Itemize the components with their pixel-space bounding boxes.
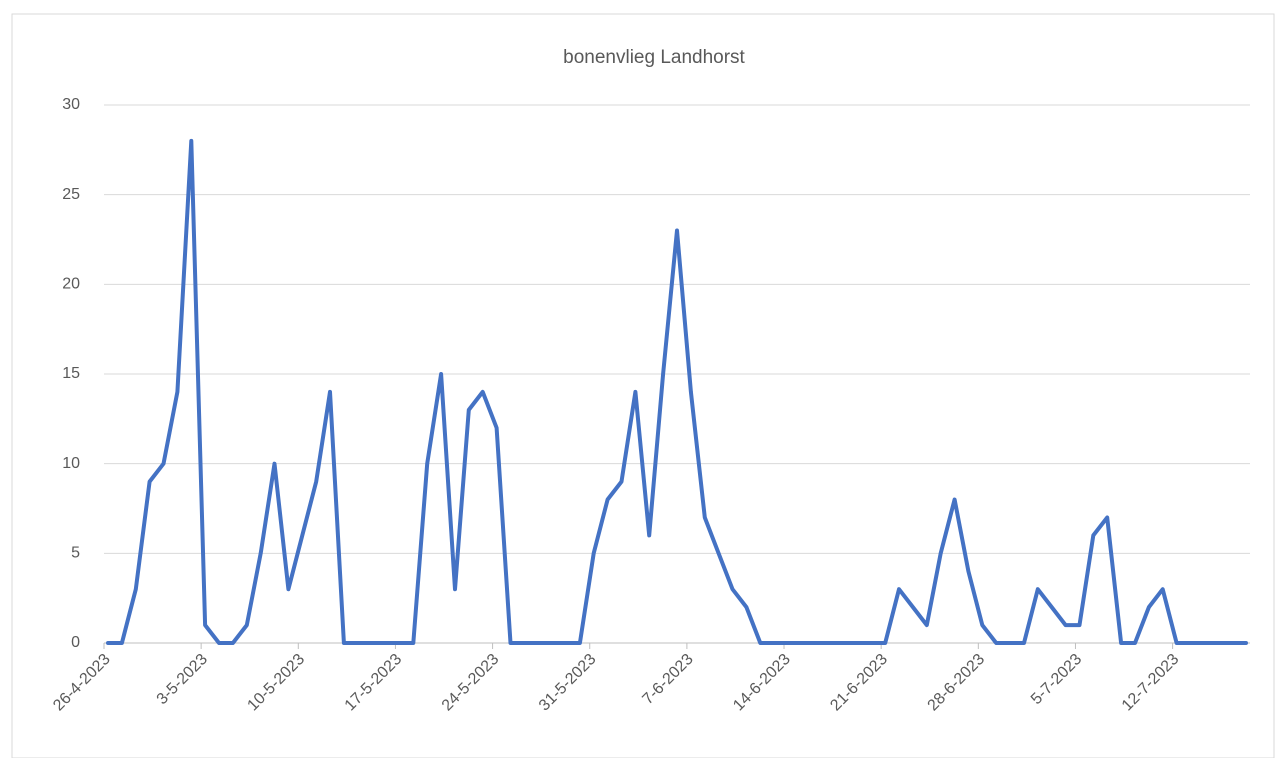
chart-border	[11, 13, 1275, 758]
y-tick-label: 15	[62, 365, 80, 382]
y-tick-label: 10	[62, 455, 80, 472]
data-line	[106, 138, 1248, 645]
y-tick-label: 25	[62, 186, 80, 203]
y-tick-label: 30	[62, 96, 80, 113]
y-tick-label: 0	[71, 634, 80, 651]
y-tick-label: 5	[71, 545, 80, 562]
y-tick-label: 20	[62, 276, 80, 293]
chart-title: bonenvlieg Landhorst	[563, 47, 745, 68]
